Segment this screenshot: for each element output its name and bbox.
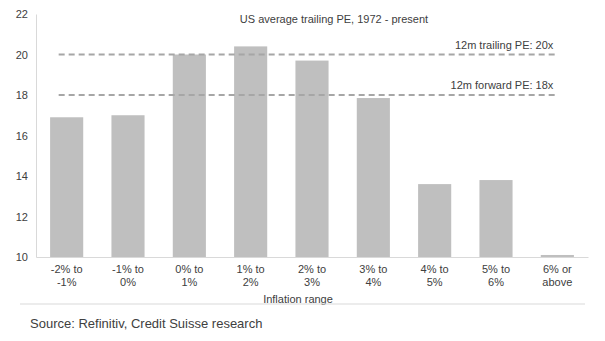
x-tick-label: 3% to4%: [359, 263, 387, 288]
x-tick-label-line: 1% to: [237, 263, 265, 275]
x-tick: 4% to5%: [421, 257, 449, 288]
x-tick: 2% to3%: [298, 257, 326, 288]
x-axis-title: Inflation range: [263, 293, 333, 305]
x-tick-label-line: 6%: [488, 276, 504, 288]
x-tick-label-line: 6% or: [543, 263, 572, 275]
bar: [479, 180, 512, 257]
marks: [50, 46, 574, 257]
bar: [541, 255, 574, 257]
y-tick: 20: [16, 49, 36, 61]
bar: [418, 184, 451, 257]
x-tick-label: 4% to5%: [421, 263, 449, 288]
x-tick: 6% orabove: [542, 257, 572, 288]
x-tick-label-line: -1% to: [112, 263, 144, 275]
x-tick: 1% to2%: [237, 257, 265, 288]
y-tick-label: 16: [16, 130, 28, 142]
title: US average trailing PE, 1972 - present: [240, 13, 428, 25]
x-tick-label-line: 3%: [304, 276, 320, 288]
x-tick-label-line: 1%: [181, 276, 197, 288]
x-tick-label-line: 3% to: [359, 263, 387, 275]
x-tick-label-line: 5%: [427, 276, 443, 288]
x-tick-label-line: 2%: [243, 276, 259, 288]
reference-line-label: 12m trailing PE: 20x: [455, 39, 554, 51]
y-axis: 10 12 14 16 18 20 22: [16, 8, 37, 263]
y-tick: 14: [16, 170, 36, 182]
bar: [234, 46, 267, 257]
y-tick-label: 20: [16, 49, 28, 61]
y-tick: 16: [16, 130, 36, 142]
x-tick: -2% to-1%: [51, 257, 83, 288]
source: Source: Refinitiv, Credit Suisse researc…: [30, 316, 262, 331]
plot: 10121416182022-2% to-1%-1% to0%0% to1%1%…: [16, 8, 589, 288]
x-tick-label-line: 0%: [120, 276, 136, 288]
x-tick-label-line: 2% to: [298, 263, 326, 275]
bar: [111, 115, 144, 257]
y-tick: 22: [16, 8, 36, 20]
y-tick-label: 10: [16, 251, 28, 263]
bar: [357, 98, 390, 257]
y-tick: 10: [16, 251, 36, 263]
x-tick-label-line: -2% to: [51, 263, 83, 275]
separator: [20, 304, 585, 305]
x-axis-line: [37, 257, 589, 258]
x-tick-label-line: above: [542, 276, 572, 288]
y-tick: 12: [16, 211, 36, 223]
x-tick-label: 1% to2%: [237, 263, 265, 288]
x-tick: 0% to1%: [175, 257, 203, 288]
x-axis: -2% to-1%-1% to0%0% to1%1% to2%2% to3%3%…: [37, 257, 589, 288]
x-tick-label: 5% to6%: [482, 263, 510, 288]
bar: [173, 55, 206, 258]
y-tick: 18: [16, 89, 36, 101]
x-tick-label: 2% to3%: [298, 263, 326, 288]
y-tick-label: 12: [16, 211, 28, 223]
x-tick-label: 6% orabove: [542, 263, 572, 288]
x-tick-label-line: 4% to: [421, 263, 449, 275]
y-tick-label: 14: [16, 170, 28, 182]
y-tick-label: 18: [16, 89, 28, 101]
reference-line: [59, 94, 556, 96]
chart: 10121416182022-2% to-1%-1% to0%0% to1%1%…: [0, 0, 605, 341]
x-tick: -1% to0%: [112, 257, 144, 288]
y-tick-label: 22: [16, 8, 28, 20]
x-tick: 3% to4%: [359, 257, 387, 288]
bar: [295, 61, 328, 257]
x-tick-label: 0% to1%: [175, 263, 203, 288]
x-tick: 5% to6%: [482, 257, 510, 288]
x-tick-label-line: 0% to: [175, 263, 203, 275]
reference-line-label: 12m forward PE: 18x: [451, 79, 554, 91]
y-axis-line: [36, 15, 37, 258]
bar: [50, 117, 83, 257]
x-tick-label: -1% to0%: [112, 263, 144, 288]
x-tick-label: -2% to-1%: [51, 263, 83, 288]
x-tick-label-line: 5% to: [482, 263, 510, 275]
x-tick-label-line: -1%: [57, 276, 77, 288]
x-tick-label-line: 4%: [365, 276, 381, 288]
reference-line: [59, 54, 556, 56]
